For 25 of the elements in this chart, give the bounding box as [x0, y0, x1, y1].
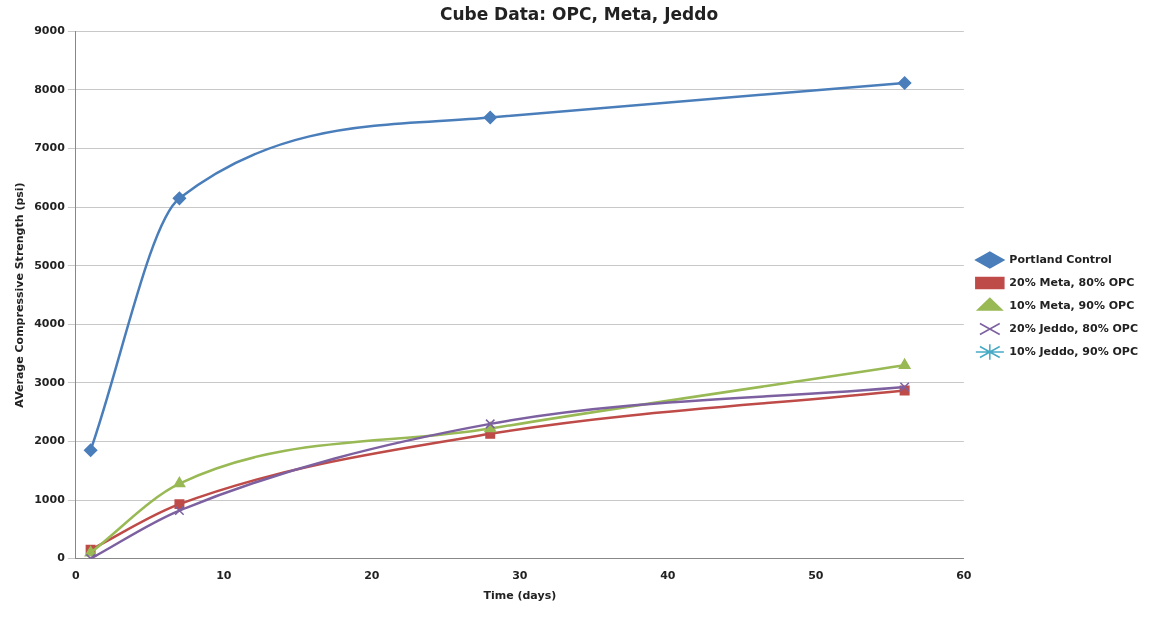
x-axis-title: Time (days)	[483, 589, 557, 603]
y-tick-label: 9000	[34, 24, 66, 38]
y-tick-label: 8000	[34, 82, 66, 96]
y-tick-label: 4000	[34, 317, 66, 331]
x-tick-label: 0	[71, 569, 80, 583]
legend-label: 20% Meta, 80% OPC	[1009, 275, 1135, 289]
y-axis-title: AVerage Compressive Strength (psi)	[13, 182, 27, 408]
x-tick-label: 20	[364, 569, 380, 583]
y-tick-label: 2000	[34, 434, 66, 448]
y-tick-label: 3000	[34, 375, 66, 389]
y-tick-label: 1000	[34, 492, 66, 506]
y-tick-label: 6000	[34, 199, 66, 213]
x-tick-label: 10	[216, 569, 232, 583]
legend-label: Portland Control	[1009, 252, 1112, 266]
y-tick-label: 0	[57, 551, 66, 565]
chart-title: Cube Data: OPC, Meta, Jeddo	[439, 3, 719, 24]
legend-label: 10% Meta, 90% OPC	[1009, 298, 1135, 312]
y-tick-label: 7000	[34, 141, 66, 155]
legend-label: 20% Jeddo, 80% OPC	[1009, 321, 1138, 335]
x-tick-label: 30	[512, 569, 528, 583]
x-tick-label: 40	[660, 569, 676, 583]
legend-label: 10% Jeddo, 90% OPC	[1009, 344, 1138, 358]
x-tick-label: 60	[956, 569, 972, 583]
x-tick-label: 50	[808, 569, 824, 583]
y-tick-label: 5000	[34, 258, 66, 272]
